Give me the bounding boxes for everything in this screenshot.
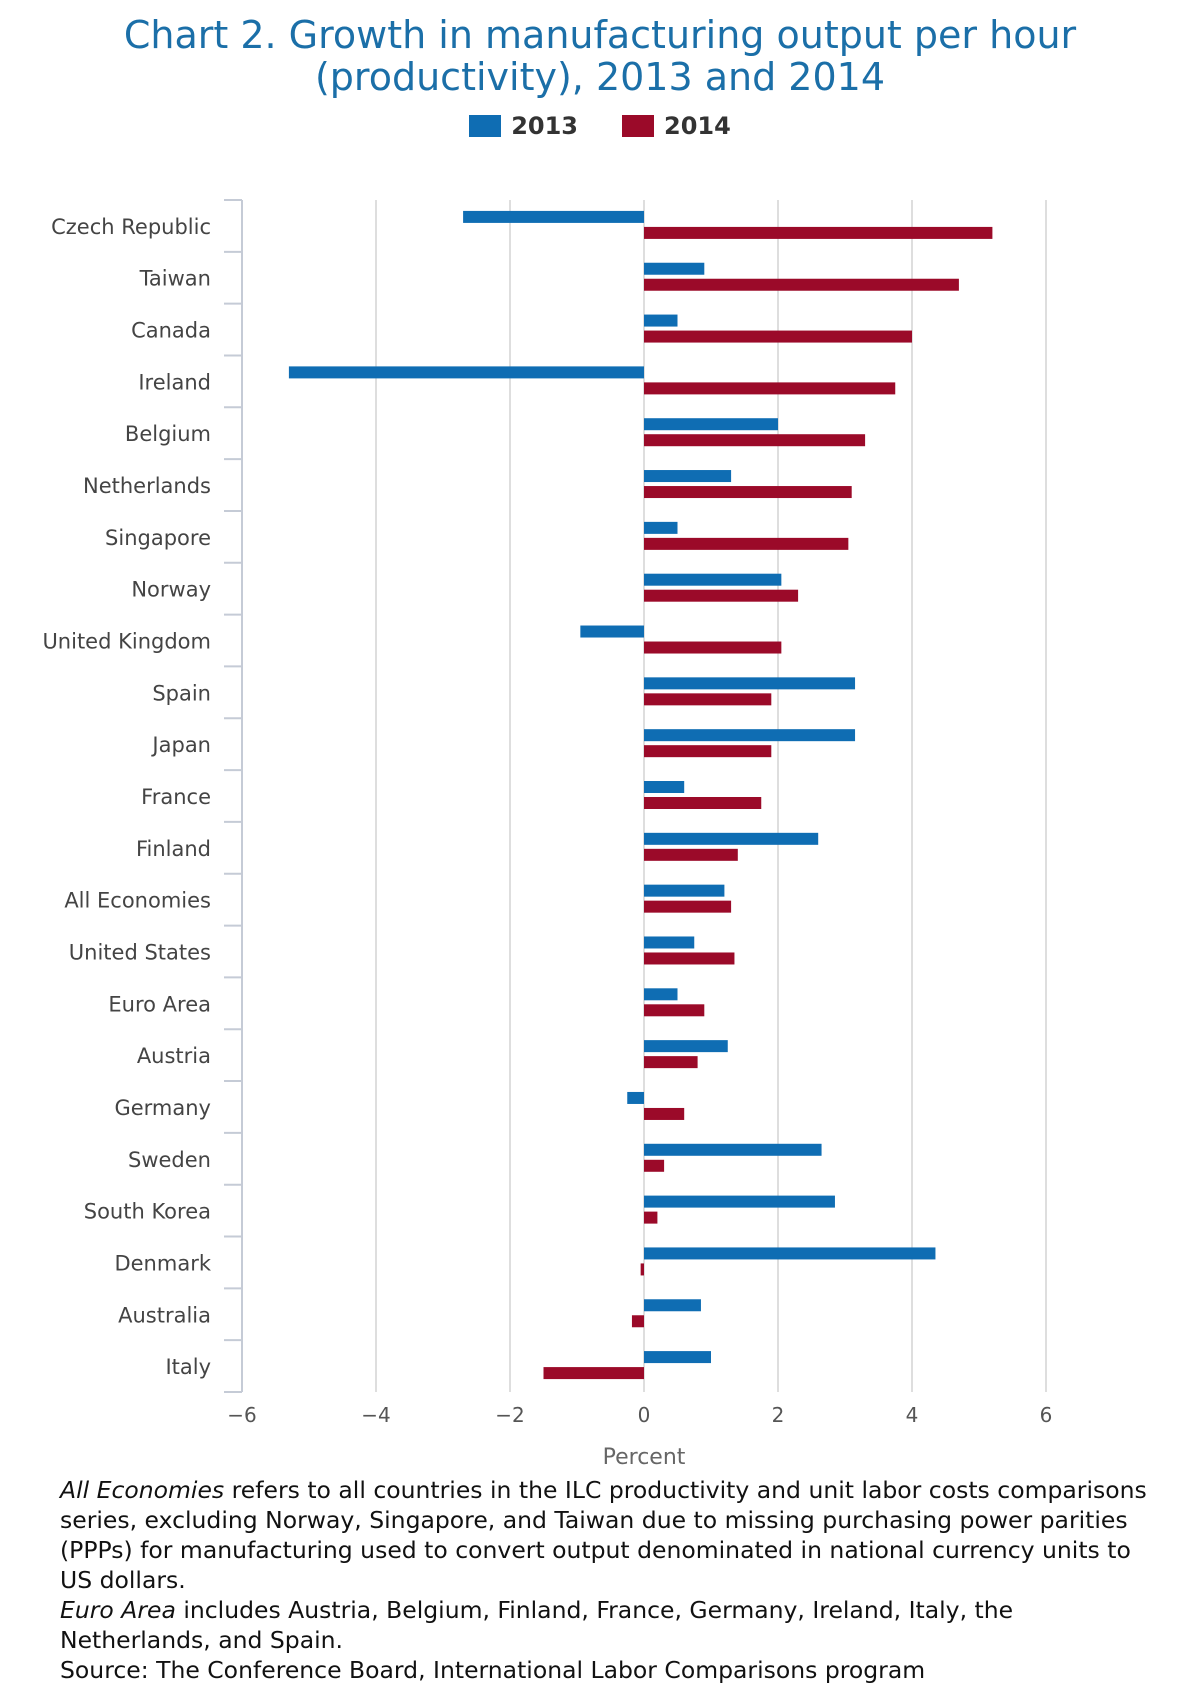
bar-2013 [644,729,856,742]
legend-swatch-2014 [622,115,654,137]
bar-2014 [644,382,896,395]
x-tick-label: −2 [495,1403,524,1427]
footnote-euro-area: Euro Area includes Austria, Belgium, Fin… [60,1595,1170,1655]
bar-2014 [644,1056,698,1069]
bar-2013 [644,262,705,275]
bar-2014 [644,952,735,965]
bar-2013 [644,936,695,949]
bar-2014 [644,797,762,809]
bar-2013 [644,1351,711,1364]
bar-2014 [644,848,738,861]
legend-item-2013[interactable]: 2013 [469,112,578,140]
category-label: Euro Area [108,992,211,1016]
legend-swatch-2013 [469,115,502,137]
category-label: Belgium [125,422,211,446]
bar-2013 [627,1091,644,1104]
bar-2013 [463,210,644,223]
chart-title-line-1: Chart 2. Growth in manufacturing output … [123,13,1077,57]
bar-2014 [644,1107,685,1120]
category-label: Czech Republic [51,215,211,239]
bar-2013 [580,625,644,638]
category-label: United States [69,940,211,964]
bar-2014 [644,486,852,499]
chart-title-line-2: (productivity), 2013 and 2014 [314,55,886,99]
bar-2013 [644,1195,835,1208]
bar-2013 [644,1040,728,1053]
x-tick-label: 6 [1040,1403,1053,1427]
category-label: South Korea [84,1200,211,1224]
category-label: All Economies [64,889,211,913]
category-label: Canada [131,319,211,343]
category-label: Taiwan [139,267,211,291]
bar-2014 [644,641,782,654]
category-label: Ireland [138,370,211,394]
footnote-source: Source: The Conference Board, Internatio… [60,1656,926,1684]
bar-2013 [644,521,678,534]
category-label: Singapore [105,526,211,550]
bar-2013 [644,884,725,897]
bar-2013 [644,314,678,327]
bar-2013 [644,418,778,431]
footnote-all-economies-term: All Economies [60,1476,225,1504]
category-label: United Kingdom [42,630,211,654]
x-axis-title: Percent [603,1445,686,1470]
bar-2014 [644,1211,658,1224]
bar-2013 [644,1299,701,1312]
bar-2014 [543,1367,644,1380]
bar-2014 [644,330,912,343]
bar-2014 [644,1159,665,1172]
x-tick-label: 2 [772,1403,785,1427]
bar-2013 [644,832,819,845]
x-tick-label: −4 [361,1403,390,1427]
legend-label-2013: 2013 [511,112,578,140]
bar-2013 [288,366,644,379]
x-tick-label: −6 [227,1403,256,1427]
chart-legend: 2013 2014 [0,112,1200,140]
bar-2013 [644,781,685,793]
footnote-all-economies-text: refers to all countries in the ILC produ… [60,1476,1147,1594]
bar-2013 [644,470,732,483]
category-label: Australia [118,1303,211,1327]
bar-chart: Czech Republic Taiwan Canada Ireland Belgium… [42,199,1053,1470]
bar-2013 [644,988,678,1001]
category-label: Finland [136,837,211,861]
footnote-all-economies: All Economies refers to all countries in… [60,1475,1170,1595]
chart-footnote: All Economies refers to all countries in… [60,1475,1170,1685]
footnote-euro-area-text: includes Austria, Belgium, Finland, Fran… [60,1596,1014,1654]
bar-2014 [644,900,732,913]
bar-2014 [644,226,993,239]
category-label: Sweden [128,1148,211,1172]
bar-2013 [644,573,782,586]
category-label: Austria [137,1044,211,1068]
category-label: Norway [131,578,211,602]
bar-2014 [631,1315,644,1328]
category-label: Netherlands [83,474,211,498]
category-label: Germany [114,1096,211,1120]
category-label: Denmark [114,1251,211,1275]
legend-label-2014: 2014 [664,112,731,140]
bar-2014 [644,589,799,602]
bar-2013 [644,1247,936,1260]
bar-2014 [644,693,772,706]
category-label: Japan [150,733,211,757]
bar-2013 [644,677,856,690]
bar-2014 [644,745,772,758]
bar-2014 [644,434,866,447]
bar-2014 [644,278,959,291]
category-label: France [141,785,211,809]
bar-2013 [644,1143,822,1156]
category-label: Spain [152,681,211,705]
bar-2014 [644,537,849,550]
bar-2014 [644,1004,705,1017]
legend-item-2014[interactable]: 2014 [622,112,731,140]
category-label: Italy [165,1355,211,1379]
x-tick-label: 0 [638,1403,651,1427]
x-tick-label: 4 [906,1403,919,1427]
footnote-euro-area-term: Euro Area [60,1596,176,1624]
bar-2014 [640,1263,644,1276]
